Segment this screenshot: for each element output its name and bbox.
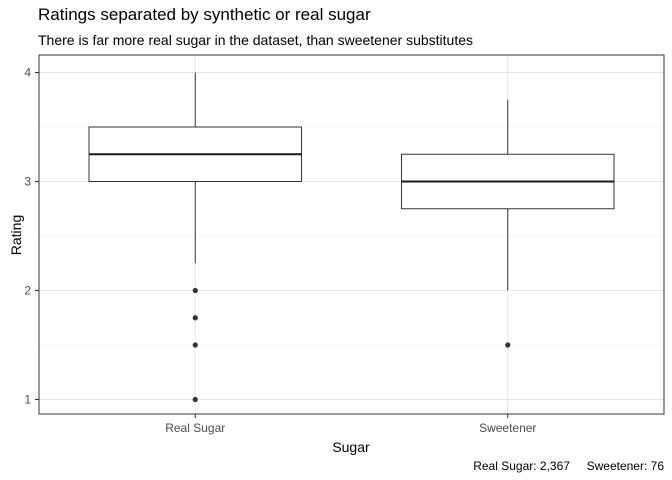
chart-subtitle: There is far more real sugar in the data… (38, 32, 474, 48)
outlier-point (505, 342, 511, 348)
boxes-layer (88, 72, 615, 403)
chart-title: Ratings separated by synthetic or real s… (38, 5, 371, 24)
x-tick-label: Sweetener (479, 421, 536, 435)
sample-count-caption: Real Sugar: 2,367 Sweetener: 76 (473, 459, 664, 473)
box-real-sugar (88, 72, 302, 403)
grid-lines (39, 55, 664, 414)
box-sweetener (401, 99, 615, 348)
outlier-point (192, 342, 198, 348)
y-tick-label: 1 (24, 393, 31, 407)
y-tick-label: 4 (24, 66, 31, 80)
outlier-point (192, 315, 198, 321)
x-axis-label: Sugar (332, 439, 370, 455)
y-tick-label: 3 (24, 175, 31, 189)
y-tick-label: 2 (24, 284, 31, 298)
x-tick-label: Real Sugar (165, 421, 225, 435)
outlier-point (192, 396, 198, 403)
y-axis: 1 2 3 4 (24, 66, 39, 407)
x-axis: Real Sugar Sweetener (165, 414, 536, 435)
y-axis-label: Rating (8, 215, 24, 255)
panel-border (38, 54, 665, 415)
outlier-point (192, 287, 198, 294)
